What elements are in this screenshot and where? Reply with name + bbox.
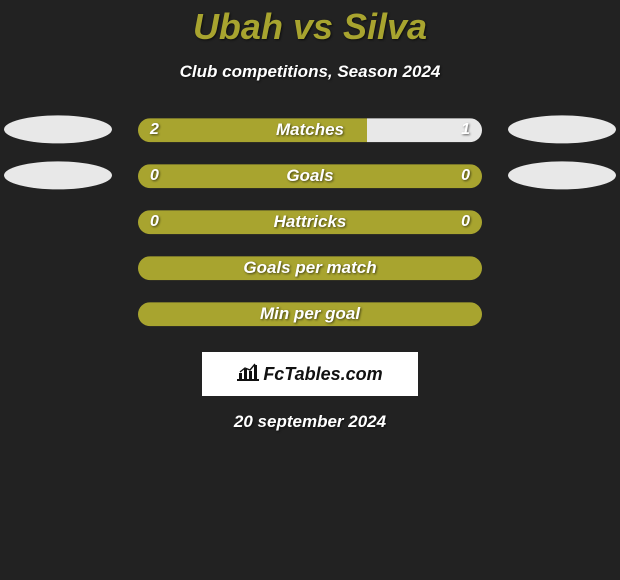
player-left-marker (4, 161, 112, 189)
stat-bar: 00Hattricks (138, 210, 482, 234)
stat-row: 21Matches (0, 112, 620, 158)
logo-box: FcTables.com (202, 352, 418, 396)
logo-text: FcTables.com (263, 364, 382, 385)
stat-bar: 00Goals (138, 164, 482, 188)
stat-label: Matches (138, 118, 482, 142)
stat-label: Hattricks (138, 210, 482, 234)
logo-chart-icon (237, 363, 259, 386)
stat-label: Min per goal (138, 302, 482, 326)
stat-rows: 21Matches 00Goals 00Hattricks Goals per mat… (0, 112, 620, 342)
stat-bar: 21Matches (138, 118, 482, 142)
stat-row: Goals per match (0, 250, 620, 296)
player-left-marker (4, 115, 112, 143)
stat-row: 00Goals (0, 158, 620, 204)
stat-label: Goals per match (138, 256, 482, 280)
stat-bar: Goals per match (138, 256, 482, 280)
stat-row: 00Hattricks (0, 204, 620, 250)
stat-label: Goals (138, 164, 482, 188)
stat-bar: Min per goal (138, 302, 482, 326)
stat-row: Min per goal (0, 296, 620, 342)
subtitle: Club competitions, Season 2024 (0, 62, 620, 82)
player-right-marker (508, 115, 616, 143)
page-title: Ubah vs Silva (0, 0, 620, 48)
date-line: 20 september 2024 (0, 412, 620, 432)
player-right-marker (508, 161, 616, 189)
